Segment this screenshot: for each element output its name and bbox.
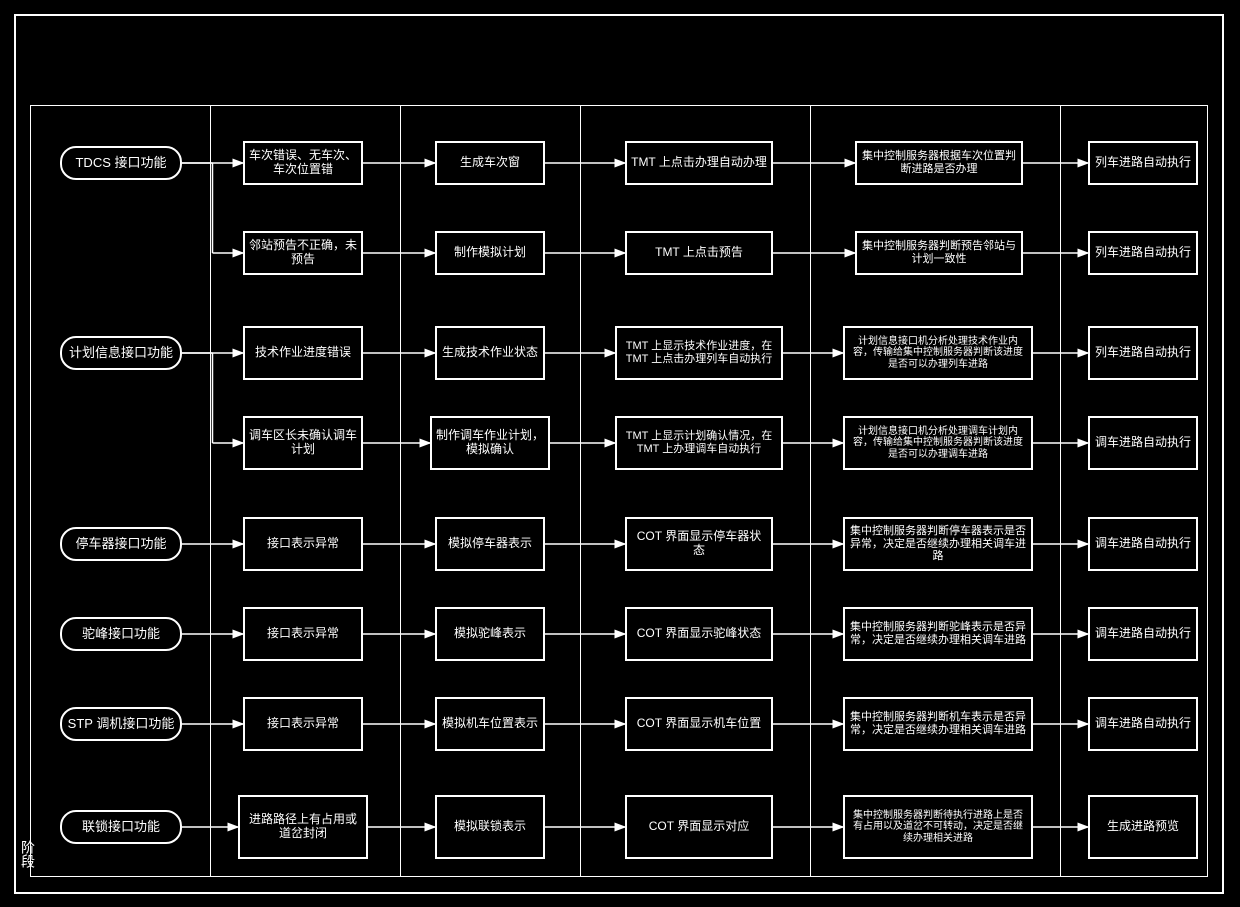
start-node-s1: TDCS 接口功能	[60, 146, 182, 180]
process-box: 制作调车作业计划，模拟确认	[430, 416, 550, 470]
process-box: 计划信息接口机分析处理调车计划内容，传输给集中控制服务器判断该进度是否可以办理调…	[843, 416, 1033, 470]
process-box: 列车进路自动执行	[1088, 231, 1198, 275]
process-box: 计划信息接口机分析处理技术作业内容，传输给集中控制服务器判断该进度是否可以办理列…	[843, 326, 1033, 380]
start-node-s6: 联锁接口功能	[60, 810, 182, 844]
process-box: 集中控制服务器判断停车器表示是否异常，决定是否继续办理相关调车进路	[843, 517, 1033, 571]
process-box: COT 界面显示机车位置	[625, 697, 773, 751]
process-box: 制作模拟计划	[435, 231, 545, 275]
column-divider	[580, 105, 581, 877]
process-box: 调车进路自动执行	[1088, 607, 1198, 661]
process-box: 调车进路自动执行	[1088, 697, 1198, 751]
start-node-s2: 计划信息接口功能	[60, 336, 182, 370]
process-box: 集中控制服务器判断驼峰表示是否异常，决定是否继续办理相关调车进路	[843, 607, 1033, 661]
process-box: 集中控制服务器判断预告邻站与计划一致性	[855, 231, 1023, 275]
process-box: 集中控制服务器判断机车表示是否异常，决定是否继续办理相关调车进路	[843, 697, 1033, 751]
process-box: TMT 上点击预告	[625, 231, 773, 275]
process-box: 集中控制服务器根据车次位置判断进路是否办理	[855, 141, 1023, 185]
process-box: 邻站预告不正确，未预告	[243, 231, 363, 275]
process-box: 模拟机车位置表示	[435, 697, 545, 751]
process-box: 列车进路自动执行	[1088, 326, 1198, 380]
start-node-s4: 驼峰接口功能	[60, 617, 182, 651]
column-divider	[400, 105, 401, 877]
process-box: TMT 上显示计划确认情况，在 TMT 上办理调车自动执行	[615, 416, 783, 470]
process-box: TMT 上显示技术作业进度，在 TMT 上点击办理列车自动执行	[615, 326, 783, 380]
process-box: 生成车次窗	[435, 141, 545, 185]
process-box: 技术作业进度错误	[243, 326, 363, 380]
process-box: 模拟驼峰表示	[435, 607, 545, 661]
process-box: 接口表示异常	[243, 517, 363, 571]
process-box: COT 界面显示驼峰状态	[625, 607, 773, 661]
process-box: 调车进路自动执行	[1088, 517, 1198, 571]
process-box: 生成技术作业状态	[435, 326, 545, 380]
process-box: 模拟联锁表示	[435, 795, 545, 859]
process-box: 调车区长未确认调车计划	[243, 416, 363, 470]
process-box: 列车进路自动执行	[1088, 141, 1198, 185]
column-divider	[210, 105, 211, 877]
column-divider	[1060, 105, 1061, 877]
frame-inner	[30, 105, 1208, 877]
process-box: 进路路径上有占用或道岔封闭	[238, 795, 368, 859]
diagram-canvas: { "meta": { "type": "flowchart", "backgr…	[0, 0, 1240, 907]
column-divider	[810, 105, 811, 877]
process-box: 模拟停车器表示	[435, 517, 545, 571]
process-box: 接口表示异常	[243, 697, 363, 751]
process-box: COT 界面显示停车器状态	[625, 517, 773, 571]
process-box: 接口表示异常	[243, 607, 363, 661]
process-box: 调车进路自动执行	[1088, 416, 1198, 470]
process-box: 生成进路预览	[1088, 795, 1198, 859]
start-node-s3: 停车器接口功能	[60, 527, 182, 561]
start-node-s5: STP 调机接口功能	[60, 707, 182, 741]
process-box: COT 界面显示对应	[625, 795, 773, 859]
process-box: 集中控制服务器判断待执行进路上是否有占用以及道岔不可转动，决定是否继续办理相关进…	[843, 795, 1033, 859]
process-box: 车次错误、无车次、车次位置错	[243, 141, 363, 185]
process-box: TMT 上点击办理自动办理	[625, 141, 773, 185]
